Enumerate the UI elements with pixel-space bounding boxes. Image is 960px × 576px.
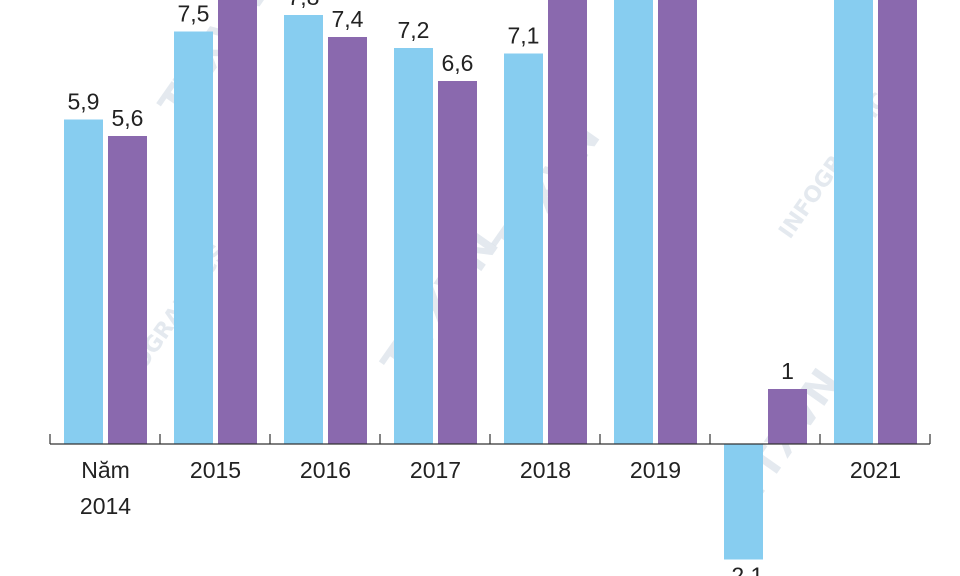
value-label-1-2: 7,5 — [178, 1, 210, 27]
tick-label-1: Năm 2014 — [80, 457, 131, 519]
value-label-1-5: 7,1 — [508, 23, 540, 49]
value-label-2-1: 5,6 — [112, 105, 144, 131]
bar-1-2 — [174, 31, 213, 444]
bar-2-5 — [548, 0, 587, 444]
value-label-1-4: 7,2 — [398, 17, 430, 43]
bar-1-6 — [614, 0, 653, 444]
tick-label-4: 2017 — [410, 457, 461, 483]
tick-label-8: 2021 — [850, 457, 901, 483]
bar-2-3 — [328, 37, 367, 444]
bar-1-4 — [394, 48, 433, 444]
bar-2-6 — [658, 0, 697, 444]
bar-2-2 — [218, 0, 257, 444]
bar-1-1 — [64, 119, 103, 444]
tick-label-2: 2015 — [190, 457, 241, 483]
bar-2-4 — [438, 81, 477, 444]
value-label-1-7: -2,1 — [724, 563, 764, 576]
tick-label-6: 2019 — [630, 457, 681, 483]
bar-2-7 — [768, 389, 807, 444]
value-label-1-3: 7,8 — [288, 0, 320, 10]
bar-2-8 — [878, 0, 917, 444]
bar-1-7 — [724, 444, 763, 560]
bar-1-8 — [834, 0, 873, 444]
bar-2-1 — [108, 136, 147, 444]
value-label-1-1: 5,9 — [68, 89, 100, 115]
value-label-2-4: 6,6 — [442, 50, 474, 76]
value-label-2-7: 1 — [781, 358, 794, 384]
tick-label-3: 2016 — [300, 457, 351, 483]
bar-1-3 — [284, 15, 323, 444]
tick-label-5: 2018 — [520, 457, 571, 483]
value-label-2-3: 7,4 — [332, 6, 364, 32]
bar-1-5 — [504, 53, 543, 444]
